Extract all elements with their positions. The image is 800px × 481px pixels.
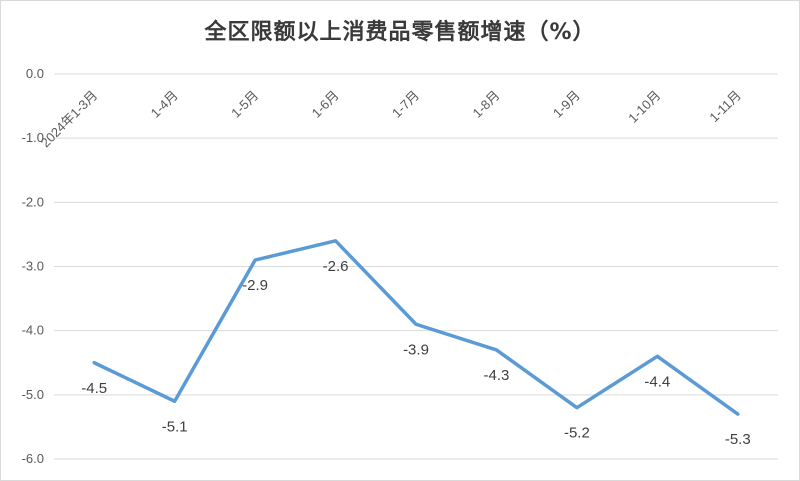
y-tick-label: -3.0 [22, 259, 44, 274]
data-label: -2.6 [323, 258, 349, 275]
data-label: -5.1 [162, 418, 188, 435]
gridlines [54, 73, 778, 460]
data-labels: -4.5 -5.1 -2.9 -2.6 -3.9 -4.3 -5.2 -4.4 -5.3 [81, 258, 750, 448]
y-tick-label: -1.0 [22, 130, 44, 145]
data-label: -2.9 [242, 277, 268, 294]
category-label: 1-9月 [550, 88, 583, 121]
y-axis-ticks: 0.0 -1.0 -2.0 -3.0 -4.0 -5.0 -6.0 [22, 66, 44, 466]
series-layer [92, 239, 740, 416]
y-tick-label: 0.0 [26, 66, 44, 81]
series-line [92, 239, 740, 416]
data-label: -4.3 [484, 367, 510, 384]
data-label: -5.3 [725, 431, 751, 448]
y-tick-label: -6.0 [22, 451, 44, 466]
category-label: 1-10月 [625, 88, 663, 126]
category-label: 1-4月 [148, 88, 181, 121]
category-label: 2024年1-3月 [38, 88, 101, 151]
data-label: -3.9 [403, 341, 429, 358]
category-label: 1-6月 [309, 88, 342, 121]
data-label: -4.4 [644, 373, 670, 390]
category-label: 1-7月 [389, 88, 422, 121]
y-tick-label: -2.0 [22, 194, 44, 209]
y-tick-label: -4.0 [22, 323, 44, 338]
y-tick-label: -5.0 [22, 387, 44, 402]
data-label: -4.5 [81, 380, 107, 397]
category-label: 1-11月 [706, 88, 744, 126]
category-label: 1-5月 [228, 88, 261, 121]
data-label: -5.2 [564, 425, 590, 442]
chart-title: 全区限额以上消费品零售额增速（%） [204, 20, 596, 45]
category-labels: 2024年1-3月 1-4月 1-5月 1-6月 1-7月 1-8月 1-9月 1-10月 1-… [38, 88, 744, 151]
category-label: 1-8月 [469, 88, 502, 121]
